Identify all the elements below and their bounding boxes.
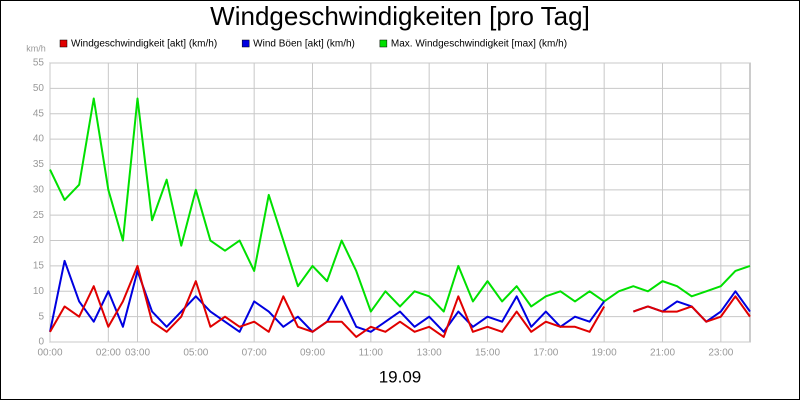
series-line xyxy=(49,97,751,313)
y-tick-label: 45 xyxy=(33,108,45,119)
legend-label: Wind Böen [akt] (km/h) xyxy=(253,39,355,50)
y-tick-label: 5 xyxy=(38,311,44,322)
x-tick-label: 21:00 xyxy=(650,348,675,359)
legend-swatch xyxy=(59,39,68,48)
x-tick-label: 19:00 xyxy=(592,348,617,359)
y-tick-label: 40 xyxy=(33,134,45,145)
x-tick-label: 03:00 xyxy=(125,348,150,359)
chart-title: Windgeschwindigkeiten [pro Tag] xyxy=(210,1,590,31)
x-tick-label: 13:00 xyxy=(417,348,442,359)
legend-label: Max. Windgeschwindigkeit [max] (km/h) xyxy=(391,39,567,50)
y-tick-label: 50 xyxy=(33,83,45,94)
x-tick-label: 02:00 xyxy=(96,348,121,359)
y-tick-label: 15 xyxy=(33,261,45,272)
y-tick-label: 35 xyxy=(33,159,45,170)
legend-swatch xyxy=(379,39,388,48)
legend-swatch xyxy=(241,39,250,48)
x-tick-label: 23:00 xyxy=(708,348,733,359)
legend-label: Windgeschwindigkeit [akt] (km/h) xyxy=(71,39,217,50)
y-tick-label: 25 xyxy=(33,210,45,221)
x-tick-label: 00:00 xyxy=(37,348,62,359)
x-tick-label: 15:00 xyxy=(475,348,500,359)
x-tick-label: 09:00 xyxy=(300,348,325,359)
y-axis-label: km/h xyxy=(26,43,46,53)
series-line xyxy=(49,264,751,338)
x-tick-label: 11:00 xyxy=(359,348,384,359)
y-tick-label: 30 xyxy=(33,184,45,195)
y-tick-label: 10 xyxy=(33,286,45,297)
y-tick-label: 55 xyxy=(33,58,45,69)
y-tick-label: 20 xyxy=(33,235,45,246)
x-tick-label: 05:00 xyxy=(183,348,208,359)
y-tick-label: 0 xyxy=(38,337,44,348)
x-tick-label: 17:00 xyxy=(533,348,558,359)
x-tick-label: 07:00 xyxy=(242,348,267,359)
plot-area xyxy=(49,62,751,343)
x-axis-label: 19.09 xyxy=(379,367,422,386)
